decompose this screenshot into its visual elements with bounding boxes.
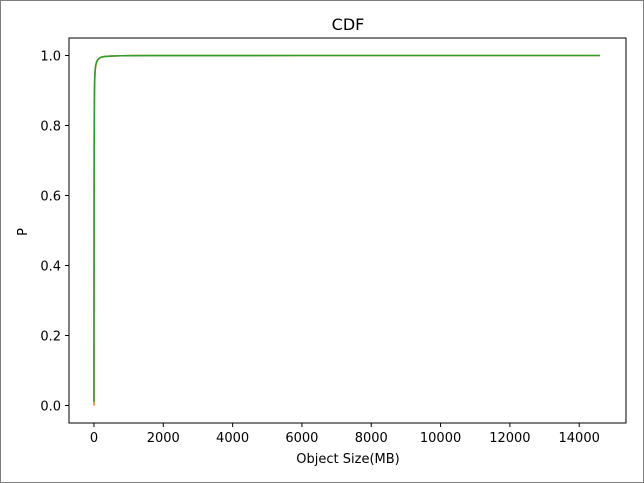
y-tick-label: 0.8: [40, 120, 61, 135]
x-tick-label: 4000: [216, 431, 249, 446]
x-tick-label: 2000: [147, 431, 180, 446]
axes-frame: [68, 37, 627, 424]
x-tick-label: 8000: [355, 431, 388, 446]
x-axis-label: Object Size(MB): [296, 452, 399, 467]
x-tick-label: 14000: [559, 431, 600, 446]
plot-area: 0 2000 4000 6000 8000 10000 12000 14000 0.0 0.2 0.…: [40, 37, 627, 446]
series-line-2: [93, 54, 600, 403]
y-tick-label: 1.0: [40, 50, 61, 65]
x-tick-label: 0: [90, 431, 98, 446]
x-tick-label: 12000: [489, 431, 530, 446]
y-tick-label: 0.4: [40, 260, 61, 275]
y-tick-label: 0.0: [40, 400, 61, 415]
x-tick-label: 6000: [285, 431, 318, 446]
y-axis-label: P: [16, 228, 31, 236]
x-tick-label: 10000: [420, 431, 461, 446]
series-line-1: [93, 54, 600, 406]
y-tick-label: 0.6: [40, 190, 61, 205]
chart-title: CDF: [332, 15, 365, 34]
y-tick-label: 0.2: [40, 330, 61, 345]
